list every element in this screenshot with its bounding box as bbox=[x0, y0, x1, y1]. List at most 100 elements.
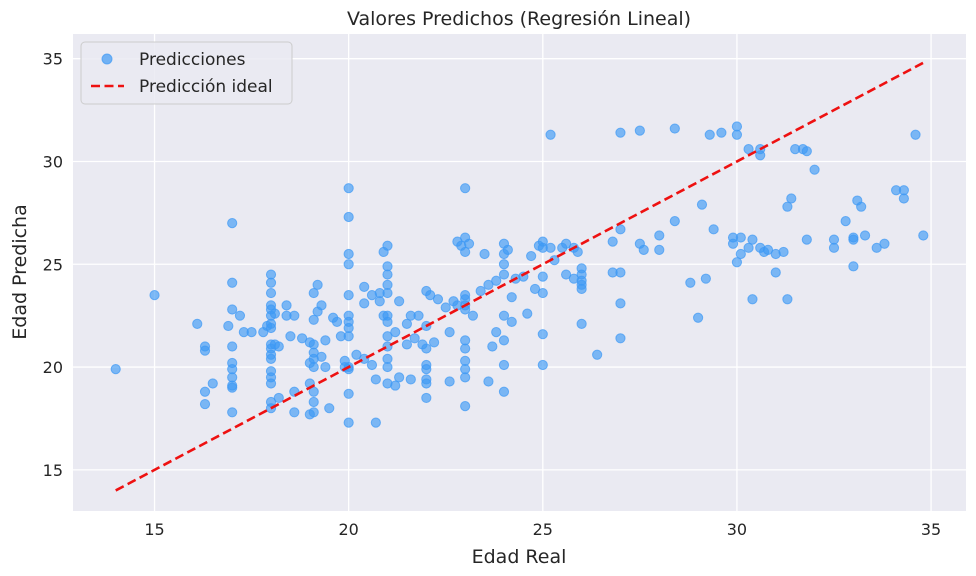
scatter-point bbox=[491, 275, 502, 286]
scatter-point bbox=[382, 287, 393, 299]
scatter-point bbox=[498, 310, 510, 321]
scatter-point bbox=[265, 378, 277, 389]
scatter-point bbox=[460, 246, 471, 258]
scatter-point bbox=[537, 329, 548, 340]
scatter-point bbox=[479, 248, 490, 260]
y-axis-label: Edad Predicha bbox=[9, 204, 31, 340]
scatter-point bbox=[801, 146, 812, 157]
scatter-point bbox=[463, 238, 475, 249]
scatter-point bbox=[382, 331, 393, 342]
scatter-point bbox=[227, 380, 238, 391]
scatter-point bbox=[390, 327, 401, 338]
scatter-point bbox=[308, 361, 319, 373]
scatter-point bbox=[615, 333, 626, 344]
scatter-point bbox=[343, 183, 354, 194]
scatter-point bbox=[316, 300, 327, 311]
scatter-point bbox=[265, 353, 277, 364]
scatter-point bbox=[859, 230, 871, 241]
scatter-point bbox=[149, 290, 160, 301]
scatter-point bbox=[289, 310, 300, 321]
scatter-point bbox=[370, 374, 381, 385]
scatter-point bbox=[786, 193, 797, 204]
scatter-point bbox=[778, 246, 789, 258]
scatter-point bbox=[359, 281, 370, 292]
legend: Predicciones Predicción ideal bbox=[80, 41, 293, 105]
scatter-point bbox=[572, 246, 583, 258]
scatter-point bbox=[498, 386, 510, 397]
plot-area bbox=[73, 34, 966, 511]
scatter-point bbox=[405, 374, 416, 385]
scatter-point bbox=[537, 359, 548, 371]
scatter-point bbox=[526, 250, 537, 262]
scatter-point bbox=[343, 248, 354, 260]
scatter-point bbox=[273, 341, 284, 352]
scatter-point bbox=[382, 361, 393, 373]
scatter-point bbox=[770, 267, 781, 278]
scatter-point bbox=[273, 392, 284, 404]
scatter-point bbox=[308, 396, 319, 408]
scatter-point bbox=[879, 238, 890, 249]
scatter-point bbox=[506, 316, 517, 327]
scatter-point bbox=[308, 386, 319, 397]
scatter-point bbox=[685, 277, 696, 288]
scatter-point bbox=[110, 364, 121, 375]
scatter-point bbox=[529, 283, 541, 295]
scatter-point bbox=[460, 183, 471, 194]
scatter-point bbox=[615, 298, 626, 309]
chart-title: Valores Predichos (Regresión Lineal) bbox=[347, 8, 691, 30]
scatter-point bbox=[607, 236, 618, 247]
scatter-point bbox=[394, 296, 405, 307]
scatter-point bbox=[747, 234, 758, 245]
scatter-point bbox=[918, 230, 929, 241]
y-tick-label: 30 bbox=[43, 152, 63, 171]
scatter-point bbox=[192, 318, 203, 330]
scatter-point bbox=[467, 310, 479, 321]
scatter-point bbox=[560, 269, 572, 280]
scatter-point bbox=[762, 244, 774, 255]
scatter-point bbox=[394, 372, 405, 383]
scatter-point bbox=[382, 269, 393, 280]
scatter-point bbox=[498, 335, 510, 346]
scatter-point bbox=[782, 294, 793, 305]
scatter-point bbox=[366, 359, 378, 371]
scatter-point bbox=[234, 310, 246, 321]
scatter-point bbox=[576, 283, 587, 295]
scatter-point bbox=[359, 298, 370, 309]
legend-label-ideal: Predicción ideal bbox=[139, 77, 273, 97]
scatter-point bbox=[537, 271, 548, 282]
scatter-point bbox=[382, 341, 393, 352]
scatter-point bbox=[755, 150, 766, 161]
scatter-point bbox=[537, 287, 548, 299]
scatter-point bbox=[491, 327, 502, 338]
scatter-point bbox=[343, 259, 354, 270]
scatter-point bbox=[316, 351, 327, 362]
scatter-point bbox=[708, 224, 719, 235]
scatter-point bbox=[343, 417, 354, 428]
scatter-point bbox=[401, 339, 413, 350]
scatter-point bbox=[498, 259, 510, 270]
scatter-point bbox=[343, 331, 354, 342]
scatter-point bbox=[502, 244, 513, 255]
scatter-point bbox=[343, 211, 354, 223]
scatter-point bbox=[634, 125, 645, 136]
scatter-point bbox=[227, 218, 238, 229]
scatter-point bbox=[848, 234, 859, 245]
scatter-point bbox=[227, 407, 238, 418]
scatter-point bbox=[809, 164, 820, 175]
scatter-point bbox=[432, 294, 444, 305]
scatter-point bbox=[308, 407, 319, 418]
y-tick-label: 35 bbox=[43, 50, 63, 69]
scatter-point bbox=[735, 248, 746, 260]
scatter-point bbox=[421, 343, 432, 354]
scatter-point bbox=[382, 316, 393, 327]
x-tick-label: 20 bbox=[338, 520, 358, 539]
scatter-point bbox=[735, 232, 746, 243]
scatter-point bbox=[428, 337, 440, 348]
scatter-point bbox=[615, 224, 626, 235]
scatter-point bbox=[331, 316, 343, 327]
scatter-point bbox=[638, 244, 649, 255]
scatter-point bbox=[199, 386, 211, 397]
legend-marker-predicciones bbox=[101, 53, 113, 65]
scatter-point bbox=[440, 302, 451, 313]
